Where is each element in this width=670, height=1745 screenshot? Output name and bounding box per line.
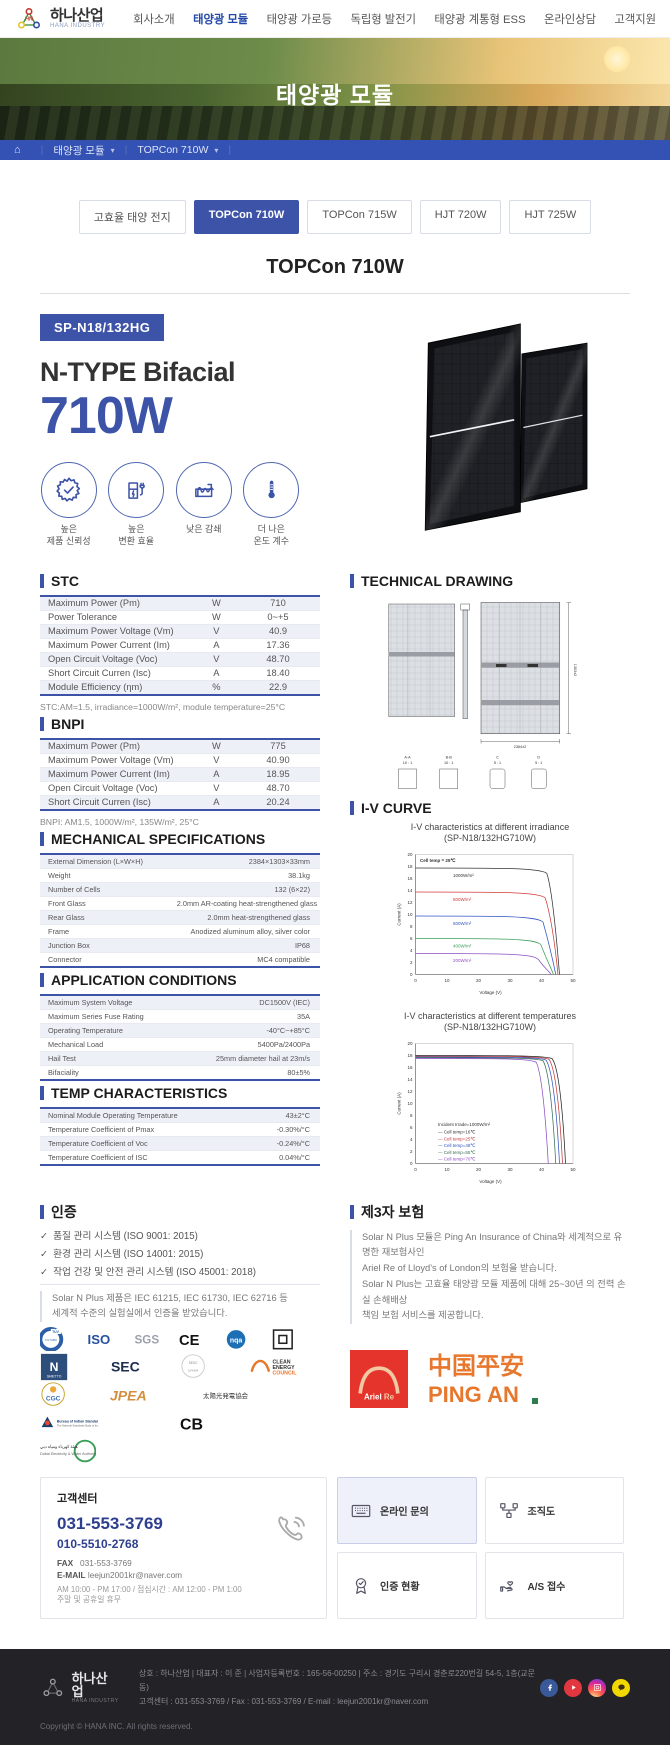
svg-text:1000W/m²: 1000W/m² xyxy=(453,873,474,878)
svg-text:CB: CB xyxy=(180,1417,203,1434)
svg-text:ISO: ISO xyxy=(88,1332,111,1347)
svg-text:4: 4 xyxy=(409,1137,412,1142)
svg-text:40: 40 xyxy=(538,1167,544,1172)
svg-text:30: 30 xyxy=(507,1167,513,1172)
svg-text:10 : 1: 10 : 1 xyxy=(403,761,412,765)
svg-text:SGS: SGS xyxy=(134,1333,159,1346)
svg-text:104-604: 104-604 xyxy=(188,1369,199,1373)
svg-text:30: 30 xyxy=(507,978,513,983)
svg-text:— Cell temp=70℃: — Cell temp=70℃ xyxy=(438,1157,476,1162)
svg-text:Bureau of Indian Standards: Bureau of Indian Standards xyxy=(57,1419,98,1423)
svg-text:— Cell temp=16℃: — Cell temp=16℃ xyxy=(438,1130,476,1135)
svg-text:10: 10 xyxy=(444,978,450,983)
svg-text:Cell temp = 25℃: Cell temp = 25℃ xyxy=(420,857,456,863)
svg-text:— Cell temp=55℃: — Cell temp=55℃ xyxy=(438,1150,476,1155)
svg-text:6: 6 xyxy=(409,1125,412,1130)
svg-text:5 : 1: 5 : 1 xyxy=(494,761,501,765)
svg-text:HN: HN xyxy=(25,16,33,22)
svg-text:12: 12 xyxy=(407,1089,413,1094)
svg-text:10 : 1: 10 : 1 xyxy=(444,761,453,765)
svg-text:800W/m²: 800W/m² xyxy=(453,897,472,902)
svg-text:C: C xyxy=(496,756,499,760)
svg-text:太陽光発電協会: 太陽光発電協会 xyxy=(203,1391,249,1400)
svg-text:18: 18 xyxy=(407,864,413,869)
svg-text:SHIETTO: SHIETTO xyxy=(47,1374,62,1378)
svg-text:20: 20 xyxy=(407,1041,413,1046)
svg-text:14: 14 xyxy=(407,888,413,893)
svg-text:2384±2: 2384±2 xyxy=(514,745,527,749)
svg-text:nqa: nqa xyxy=(230,1337,242,1344)
svg-text:CE: CE xyxy=(179,1333,200,1349)
svg-text:SEC: SEC xyxy=(111,1359,140,1375)
svg-text:2: 2 xyxy=(409,1149,412,1154)
svg-text:— Cell temp=25℃: — Cell temp=25℃ xyxy=(438,1136,476,1141)
svg-text:هيئة كهرباء ومياه دبي: هيئة كهرباء ومياه دبي xyxy=(40,1444,78,1449)
svg-text:Dubai Electricity & Water Auth: Dubai Electricity & Water Authority xyxy=(40,1452,96,1456)
svg-text:16: 16 xyxy=(407,1065,413,1070)
svg-text:18: 18 xyxy=(407,1053,413,1058)
svg-text:20: 20 xyxy=(475,978,481,983)
svg-text:0: 0 xyxy=(409,972,412,977)
svg-text:50: 50 xyxy=(570,1167,576,1172)
svg-text:TÜV NORD: TÜV NORD xyxy=(45,1339,57,1342)
svg-text:400W/m²: 400W/m² xyxy=(453,944,472,949)
svg-text:50: 50 xyxy=(570,978,576,983)
svg-text:8: 8 xyxy=(409,924,412,929)
svg-text:— Cell temp=48℃: — Cell temp=48℃ xyxy=(438,1143,476,1148)
svg-text:N: N xyxy=(50,1360,59,1374)
svg-text:Incident Irrade=1000W/m²: Incident Irrade=1000W/m² xyxy=(438,1122,491,1127)
svg-text:SEDC: SEDC xyxy=(189,1361,199,1365)
svg-text:600W/m²: 600W/m² xyxy=(453,921,472,926)
svg-text:B-B: B-B xyxy=(446,756,453,760)
svg-text:12: 12 xyxy=(407,900,413,905)
svg-text:COUNCIL: COUNCIL xyxy=(273,1371,298,1377)
svg-text:20: 20 xyxy=(407,852,413,857)
svg-text:6: 6 xyxy=(409,936,412,941)
svg-text:0: 0 xyxy=(414,1167,417,1172)
svg-text:Current (A): Current (A) xyxy=(396,903,401,926)
svg-text:A-A: A-A xyxy=(404,756,411,760)
svg-text:Voltage (V): Voltage (V) xyxy=(479,990,502,995)
svg-text:5 : 1: 5 : 1 xyxy=(535,761,542,765)
svg-text:Current (A): Current (A) xyxy=(396,1092,401,1115)
svg-text:16: 16 xyxy=(407,876,413,881)
svg-text:CGC: CGC xyxy=(46,1396,61,1403)
svg-text:2: 2 xyxy=(409,960,412,965)
svg-text:Voltage (V): Voltage (V) xyxy=(479,1179,502,1184)
svg-text:0: 0 xyxy=(409,1161,412,1166)
svg-text:The National Standards Body of: The National Standards Body of India xyxy=(57,1423,98,1427)
svg-text:1303±2: 1303±2 xyxy=(573,664,577,677)
svg-text:D: D xyxy=(537,756,540,760)
svg-text:中国平安: 中国平安 xyxy=(428,1353,524,1380)
svg-text:Ariel Re: Ariel Re xyxy=(364,1393,395,1402)
svg-text:200W/m²: 200W/m² xyxy=(453,958,472,963)
svg-text:20: 20 xyxy=(475,1167,481,1172)
svg-text:PING AN: PING AN xyxy=(428,1382,519,1407)
svg-text:10: 10 xyxy=(407,1101,413,1106)
svg-text:4: 4 xyxy=(409,948,412,953)
svg-text:0: 0 xyxy=(414,978,417,983)
svg-text:14: 14 xyxy=(407,1077,413,1082)
svg-text:40: 40 xyxy=(538,978,544,983)
svg-text:10: 10 xyxy=(444,1167,450,1172)
svg-text:TÜV: TÜV xyxy=(52,1329,60,1334)
svg-text:8: 8 xyxy=(409,1113,412,1118)
svg-text:JPEA: JPEA xyxy=(110,1388,147,1404)
svg-text:10: 10 xyxy=(407,912,413,917)
